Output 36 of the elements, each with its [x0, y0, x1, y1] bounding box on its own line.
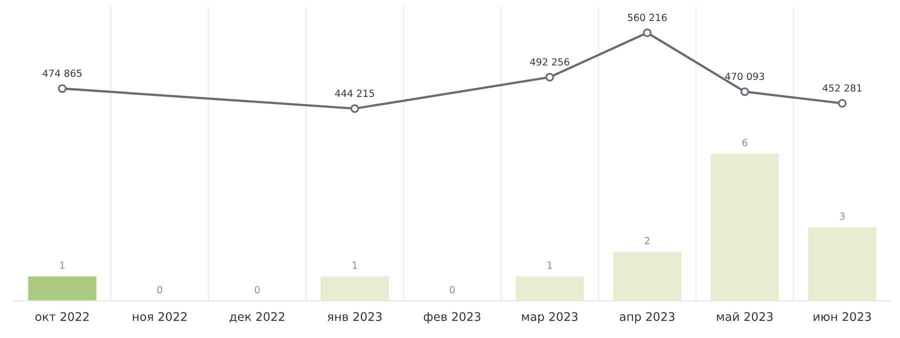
data-label: 474 865 [42, 70, 82, 77]
x-tick-label: май 2023 [717, 312, 773, 322]
data-label: 0 [450, 286, 455, 294]
point [740, 87, 750, 96]
data-label: 1 [60, 262, 64, 269]
data-label: 2 [644, 237, 650, 244]
x-tick-label: янв 2023 [328, 312, 382, 322]
data-label: 444 215 [335, 90, 374, 97]
x-tick-label: дек 2022 [230, 312, 284, 323]
data-label: 470 093 [725, 72, 764, 80]
x-tick-label: окт 2022 [35, 312, 89, 322]
data-label: 3 [840, 212, 845, 220]
data-label: 560 216 [628, 14, 667, 22]
bar [710, 154, 779, 301]
point [350, 104, 360, 113]
point [642, 28, 652, 38]
x-tick-label: ноя 2022 [132, 312, 186, 322]
x-tick-label: июн 2023 [814, 312, 871, 322]
point [838, 98, 847, 108]
bar [516, 276, 584, 301]
bar [28, 276, 96, 301]
bar [613, 252, 682, 301]
x-tick-label: фев 2023 [424, 312, 480, 324]
data-label: 0 [254, 286, 260, 294]
data-label: 0 [157, 286, 162, 294]
point [545, 72, 554, 82]
data-label: 1 [352, 262, 357, 269]
x-tick-label: апр 2023 [620, 312, 674, 324]
bar [808, 227, 876, 301]
data-label: 1 [548, 262, 552, 269]
data-label: 6 [742, 138, 748, 146]
bar [320, 276, 389, 301]
data-label: 492 256 [530, 58, 570, 66]
point [58, 84, 67, 93]
data-label: 452 281 [822, 84, 862, 92]
x-tick-label: мар 2023 [522, 312, 578, 324]
